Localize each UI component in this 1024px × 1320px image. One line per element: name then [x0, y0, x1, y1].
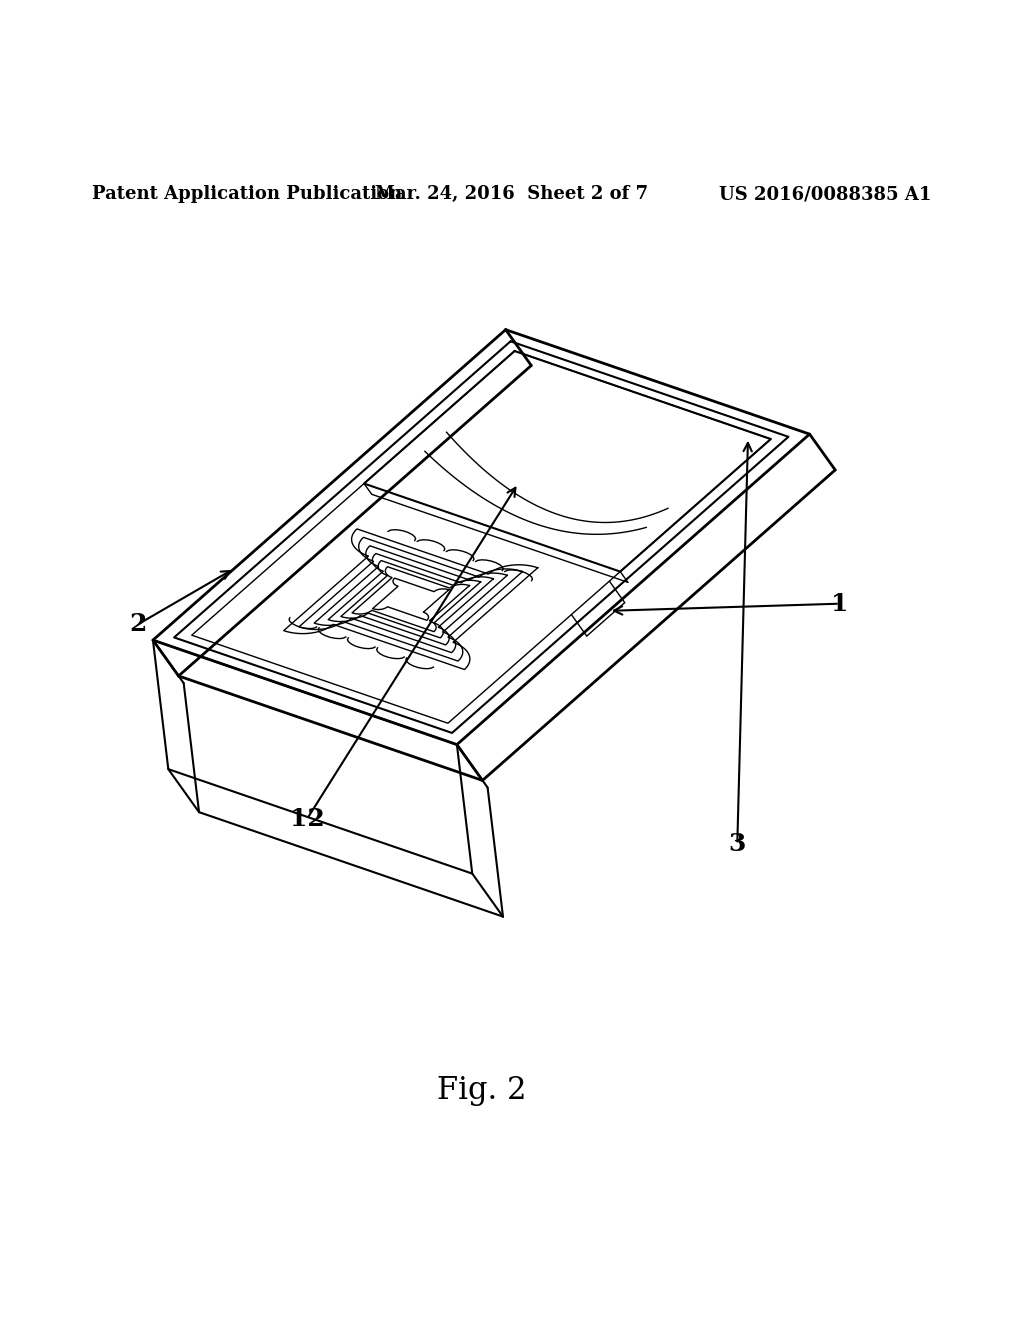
Text: US 2016/0088385 A1: US 2016/0088385 A1: [720, 185, 932, 203]
Text: Fig. 2: Fig. 2: [436, 1074, 526, 1106]
Text: 3: 3: [729, 833, 745, 857]
Text: 12: 12: [290, 807, 325, 830]
Text: 1: 1: [831, 591, 848, 615]
Text: Mar. 24, 2016  Sheet 2 of 7: Mar. 24, 2016 Sheet 2 of 7: [376, 185, 648, 203]
Text: 2: 2: [130, 612, 146, 636]
Text: Patent Application Publication: Patent Application Publication: [92, 185, 402, 203]
